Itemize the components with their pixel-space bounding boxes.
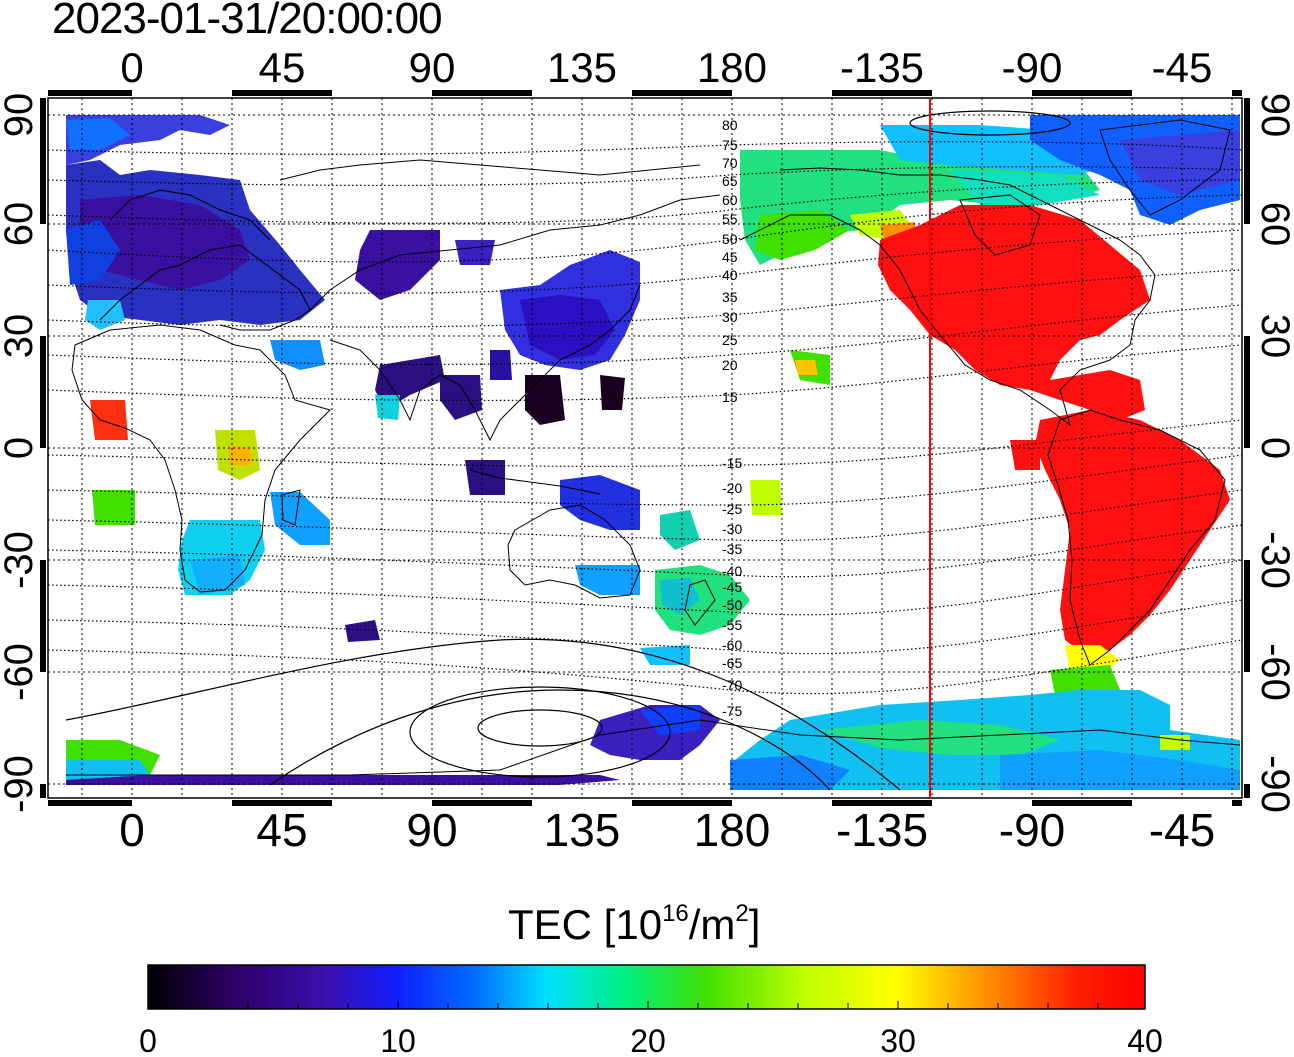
mlat-south-label-10: -65 (722, 655, 742, 671)
left-lat-label-2: 30 (0, 314, 41, 359)
top-lon-label-4: 180 (697, 44, 767, 91)
right-lat-label-5: -60 (1253, 643, 1294, 701)
top-longitude-labels: 0 45 90 135 180 -135 -90 -45 (120, 44, 1212, 91)
magnetic-latitude-contours (48, 141, 1242, 695)
mlat-south-label-6: -45 (722, 579, 742, 595)
mlat-north-label-10: 30 (722, 309, 738, 325)
mlat-north-label-12: 20 (722, 357, 738, 373)
colorbar-tick-2: 20 (630, 1023, 666, 1057)
right-lat-label-2: 30 (1253, 314, 1294, 359)
mlat-north-label-9: 35 (722, 289, 738, 305)
left-latitude-labels: 90 60 30 0 -30 -60 -90 (0, 93, 41, 813)
mlat-south-label-0: -15 (722, 455, 742, 471)
left-lat-label-3: 0 (0, 437, 41, 459)
bottom-longitude-labels: 0 45 90 135 180 -135 -90 -45 (119, 804, 1215, 856)
mlat-north-label-3: 65 (722, 173, 738, 189)
top-lon-label-2: 90 (409, 44, 456, 91)
bottom-lon-label-7: -45 (1149, 804, 1215, 856)
solid-contours (65, 110, 1071, 791)
magnetic-latitude-labels: 80 75 70 65 60 55 50 45 40 35 30 25 20 15 -15 -20 -25 -30… (722, 117, 742, 719)
colorbar-title-main: TEC [10 (508, 901, 663, 948)
top-lon-label-1: 45 (259, 44, 306, 91)
mlat-north-label-11: 25 (722, 332, 738, 348)
colorbar-tick-1: 10 (380, 1023, 416, 1057)
right-lat-label-4: -30 (1253, 531, 1294, 589)
colorbar-title-exponent: 16 (662, 900, 689, 927)
colorbar-title-unit: /m (688, 901, 736, 948)
left-lat-label-5: -60 (0, 643, 41, 701)
mlat-south-label-5: -40 (722, 563, 742, 579)
colorbar-tick-labels: 0 10 20 30 40 (139, 1023, 1163, 1057)
bottom-lon-label-1: 45 (256, 804, 307, 856)
right-latitude-labels: 90 60 30 0 -30 -60 -90 (1253, 93, 1294, 813)
mlat-north-label-5: 55 (722, 211, 738, 227)
bottom-lon-label-0: 0 (119, 804, 145, 856)
bottom-lon-label-2: 90 (406, 804, 457, 856)
right-lat-label-0: 90 (1253, 93, 1294, 138)
mlat-north-label-0: 80 (722, 117, 738, 133)
colorbar-tick-4: 40 (1127, 1023, 1163, 1057)
colorbar-title: TEC [1016/m2] (508, 900, 760, 949)
tec-data-layer (66, 115, 1240, 790)
mlat-south-label-2: -25 (722, 501, 742, 517)
mlat-north-label-13: 15 (722, 389, 738, 405)
right-lat-label-1: 60 (1253, 202, 1294, 247)
mlat-south-label-1: -20 (722, 480, 742, 496)
mlat-north-label-1: 75 (722, 137, 738, 153)
mlat-south-label-9: -60 (722, 637, 742, 653)
mlat-north-label-6: 50 (722, 231, 738, 247)
mlat-north-label-7: 45 (722, 249, 738, 265)
top-lon-label-7: -45 (1152, 44, 1213, 91)
colorbar (147, 964, 1146, 1010)
mlat-north-label-4: 60 (722, 192, 738, 208)
bottom-lon-label-3: 135 (544, 804, 621, 856)
left-lat-label-6: -90 (0, 755, 41, 813)
coastlines (66, 119, 1241, 776)
left-lat-label-1: 60 (0, 202, 41, 247)
colorbar-title-end: ] (748, 901, 761, 948)
mlat-north-label-2: 70 (722, 155, 738, 171)
colorbar-tick-3: 30 (880, 1023, 916, 1057)
right-lat-label-3: 0 (1253, 437, 1294, 459)
mlat-south-label-12: -75 (722, 703, 742, 719)
right-lat-label-6: -90 (1253, 755, 1294, 813)
mlat-south-label-7: -50 (722, 597, 742, 613)
colorbar-title-exponent-2: 2 (735, 900, 749, 927)
mlat-north-label-8: 40 (722, 267, 738, 283)
left-lat-label-4: -30 (0, 531, 41, 589)
colorbar-tick-0: 0 (139, 1023, 157, 1057)
timestamp-title: 2023-01-31/20:00:00 (52, 0, 443, 43)
mlat-south-label-11: -70 (722, 677, 742, 693)
graticule (48, 98, 1242, 798)
top-lon-label-6: -90 (1002, 44, 1063, 91)
bottom-lon-label-4: 180 (694, 804, 771, 856)
bottom-lon-label-5: -135 (836, 804, 928, 856)
colorbar-minor-ticks (197, 1001, 1099, 1009)
top-lon-label-5: -135 (840, 44, 924, 91)
top-lon-label-0: 0 (120, 44, 143, 91)
left-lat-label-0: 90 (0, 93, 41, 138)
bottom-lon-label-6: -90 (999, 804, 1065, 856)
mlat-south-label-4: -35 (722, 541, 742, 557)
mlat-south-label-3: -30 (722, 521, 742, 537)
axis-bands (40, 90, 1250, 806)
top-lon-label-3: 135 (547, 44, 617, 91)
mlat-south-label-8: -55 (722, 617, 742, 633)
